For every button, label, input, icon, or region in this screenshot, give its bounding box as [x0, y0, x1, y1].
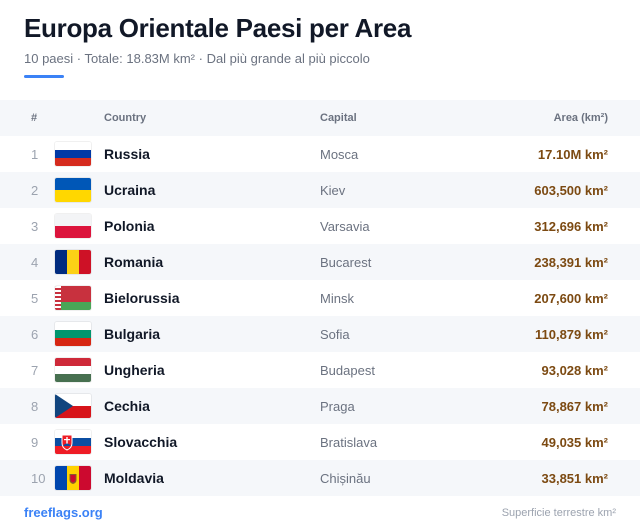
row-capital: Bucarest [320, 254, 372, 270]
row-area: 207,600 km² [534, 290, 608, 306]
table-row: 6 Bulgaria Sofia 110,879 km² [0, 316, 640, 352]
row-country: Polonia [104, 218, 155, 234]
page-title: Europa Orientale Paesi per Area [24, 13, 412, 43]
row-capital: Kiev [320, 182, 346, 198]
row-rank: 5 [31, 290, 39, 306]
row-area: 17.10M km² [537, 146, 608, 162]
row-capital: Chișinău [320, 470, 371, 486]
row-country: Romania [104, 254, 164, 270]
page-footer: freeflags.org Superficie terrestre km² [24, 505, 616, 520]
row-rank: 8 [31, 398, 39, 414]
hungary-flag-icon [55, 358, 91, 382]
column-header-area: Area (km²) [553, 112, 608, 124]
table-header: # Country Capital Area (km²) [0, 100, 640, 136]
table-row: 10 Moldavia Chișinău 33,851 km² [0, 460, 640, 496]
poland-flag-icon [55, 214, 91, 238]
table-row: 3 Polonia Varsavia 312,696 km² [0, 208, 640, 244]
row-area: 312,696 km² [534, 218, 608, 234]
column-header-rank: # [31, 112, 38, 124]
row-country: Ungheria [104, 362, 165, 378]
table-row: 2 Ucraina Kiev 603,500 km² [0, 172, 640, 208]
table-row: 9 Slovacchia Bratislava 49,035 km² [0, 424, 640, 460]
column-header-capital: Capital [320, 112, 357, 124]
row-country: Russia [104, 146, 150, 162]
row-capital: Sofia [320, 326, 350, 342]
table-row: 4 Romania Bucarest 238,391 km² [0, 244, 640, 280]
row-rank: 1 [31, 146, 39, 162]
row-capital: Varsavia [320, 218, 370, 234]
row-area: 49,035 km² [541, 434, 609, 450]
row-country: Bulgaria [104, 326, 161, 342]
table-row: 1 Russia Mosca 17.10M km² [0, 136, 640, 172]
brand-link[interactable]: freeflags.org [24, 505, 103, 520]
row-rank: 7 [31, 362, 39, 378]
row-capital: Minsk [320, 290, 354, 306]
row-capital: Budapest [320, 362, 375, 378]
footer-note: Superficie terrestre km² [501, 506, 616, 519]
row-capital: Mosca [320, 146, 359, 162]
ukraine-flag-icon [55, 178, 91, 202]
row-area: 603,500 km² [534, 182, 608, 198]
row-rank: 10 [31, 470, 46, 486]
row-area: 93,028 km² [541, 362, 609, 378]
row-area: 238,391 km² [534, 254, 608, 270]
table-row: 8 Cechia Praga 78,867 km² [0, 388, 640, 424]
table-row: 7 Ungheria Budapest 93,028 km² [0, 352, 640, 388]
bulgaria-flag-icon [55, 322, 91, 346]
row-country: Moldavia [104, 470, 164, 486]
row-area: 110,879 km² [534, 326, 608, 342]
row-country: Slovacchia [104, 434, 178, 450]
row-rank: 4 [31, 254, 39, 270]
slovakia-flag-icon [55, 430, 91, 454]
row-country: Cechia [104, 398, 150, 414]
row-country: Bielorussia [104, 290, 180, 306]
belarus-flag-icon [55, 286, 91, 310]
row-country: Ucraina [104, 182, 156, 198]
page-header: Europa Orientale Paesi per Area 10 paesi… [24, 12, 616, 78]
page-subtitle: 10 paesi · Totale: 18.83M km² · Dal più … [24, 51, 370, 66]
row-rank: 6 [31, 326, 39, 342]
row-capital: Praga [320, 398, 355, 414]
row-area: 33,851 km² [541, 470, 609, 486]
russia-flag-icon [55, 142, 91, 166]
row-area: 78,867 km² [541, 398, 609, 414]
row-rank: 2 [31, 182, 39, 198]
row-rank: 9 [31, 434, 39, 450]
row-capital: Bratislava [320, 434, 378, 450]
row-rank: 3 [31, 218, 39, 234]
accent-divider [24, 75, 64, 78]
column-header-country: Country [104, 112, 147, 124]
countries-table: # Country Capital Area (km²) 1 Russia Mo… [0, 100, 640, 496]
table-row: 5 Bielorussia Minsk 207,600 km² [0, 280, 640, 316]
czechia-flag-icon [55, 394, 91, 418]
romania-flag-icon [55, 250, 91, 274]
moldova-flag-icon [55, 466, 91, 490]
